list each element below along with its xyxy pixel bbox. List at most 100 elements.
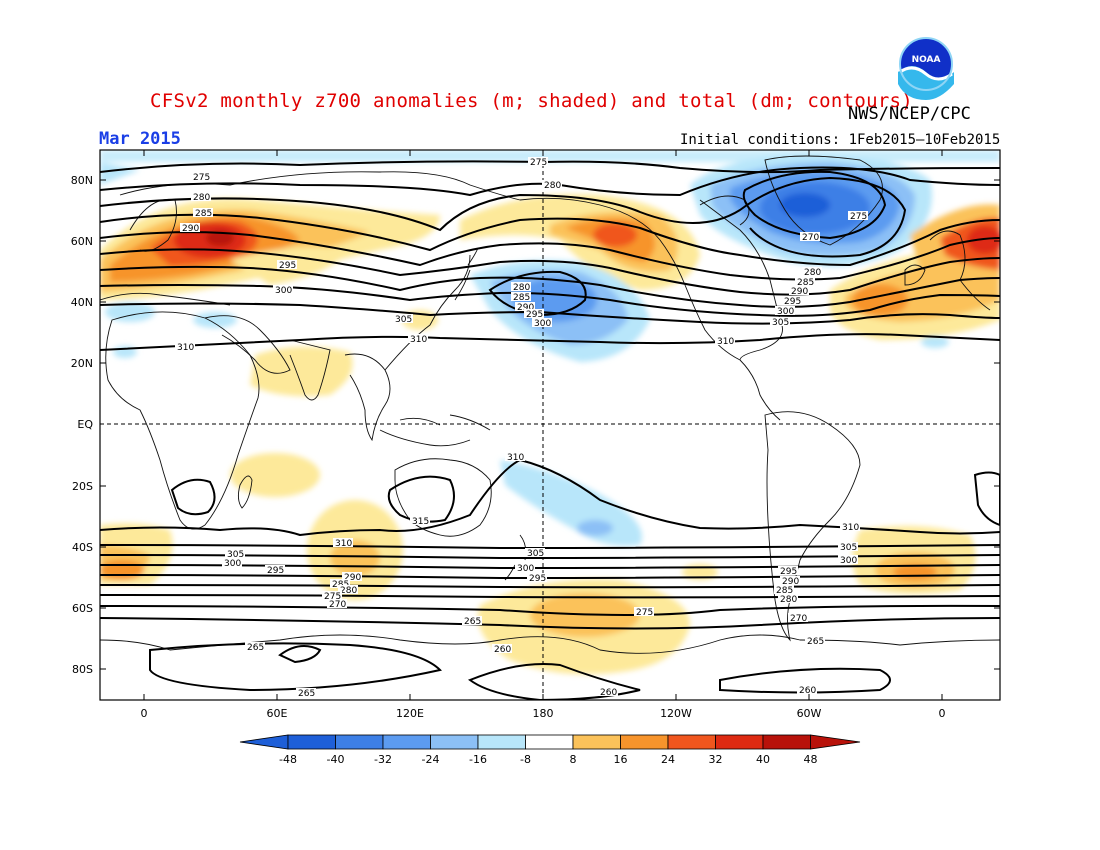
lon-label: 180: [533, 707, 554, 720]
svg-text:310: 310: [410, 335, 427, 345]
colorbar-swatch: [715, 734, 764, 750]
svg-text:280: 280: [513, 283, 530, 293]
colorbar-swatch: [525, 734, 574, 750]
lon-label: 0: [939, 707, 946, 720]
svg-text:295: 295: [267, 566, 284, 576]
svg-text:270: 270: [790, 614, 807, 624]
colorbar-label: -32: [374, 753, 392, 766]
colorbar-arrow-high: [810, 734, 861, 750]
svg-text:265: 265: [247, 643, 264, 653]
lon-label: 120W: [660, 707, 692, 720]
svg-text:305: 305: [527, 549, 544, 559]
colorbar-label: 40: [756, 753, 770, 766]
svg-text:295: 295: [784, 297, 801, 307]
lon-axis: 0 60E 120E 180 120W 60W 0: [141, 150, 946, 720]
svg-text:290: 290: [782, 577, 799, 587]
map-plot: 275 280 285 290 295 300 305 310 310 275 …: [100, 150, 1000, 700]
lat-label: 40N: [71, 296, 93, 309]
valid-month: Mar 2015: [99, 129, 181, 149]
agency-label: NWS/NCEP/CPC: [848, 104, 971, 124]
svg-text:290: 290: [517, 303, 534, 313]
colorbar-arrow-low: [239, 734, 289, 750]
colorbar-label: 32: [709, 753, 723, 766]
svg-text:300: 300: [534, 319, 551, 329]
colorbar-swatch: [477, 734, 526, 750]
map-frame: [99, 149, 1001, 701]
figure-title: CFSv2 monthly z700 anomalies (m; shaded)…: [150, 90, 914, 112]
colorbar-label: -16: [469, 753, 487, 766]
svg-text:310: 310: [717, 337, 734, 347]
svg-text:285: 285: [195, 209, 212, 219]
noaa-logo-icon: NOAA: [895, 37, 957, 100]
svg-text:260: 260: [494, 645, 511, 655]
svg-text:280: 280: [804, 268, 821, 278]
colorbar-label: 24: [661, 753, 675, 766]
svg-text:310: 310: [507, 453, 524, 463]
lat-label: 60N: [71, 235, 93, 248]
svg-text:300: 300: [275, 286, 292, 296]
svg-text:270: 270: [329, 600, 346, 610]
colorbar-label: 8: [570, 753, 577, 766]
svg-text:305: 305: [840, 543, 857, 553]
svg-text:285: 285: [776, 586, 793, 596]
svg-text:290: 290: [344, 573, 361, 583]
contour-labels: 275 280 285 290 295 300 305 310 310 275 …: [175, 157, 868, 699]
colorbar-swatch: [430, 734, 479, 750]
svg-text:295: 295: [526, 310, 543, 320]
svg-text:310: 310: [177, 343, 194, 353]
noaa-logo-text: NOAA: [912, 55, 941, 65]
svg-text:265: 265: [464, 617, 481, 627]
svg-text:310: 310: [842, 523, 859, 533]
svg-text:280: 280: [193, 193, 210, 203]
svg-text:290: 290: [791, 287, 808, 297]
svg-text:315: 315: [412, 517, 429, 527]
svg-text:305: 305: [227, 550, 244, 560]
lat-label: 80S: [72, 663, 93, 676]
lon-label: 120E: [396, 707, 424, 720]
lat-label: 60S: [72, 602, 93, 615]
colorbar-label: -48: [279, 753, 297, 766]
height-contours: [100, 160, 1000, 700]
colorbar-swatch: [667, 734, 716, 750]
lon-label: 60E: [267, 707, 288, 720]
lat-label: 40S: [72, 541, 93, 554]
svg-text:300: 300: [840, 556, 857, 566]
colorbar-label: -24: [422, 753, 440, 766]
svg-text:295: 295: [780, 567, 797, 577]
colorbar-label: 48: [804, 753, 818, 766]
lat-label: 20S: [72, 480, 93, 493]
colorbar-label: -40: [327, 753, 345, 766]
svg-text:275: 275: [193, 173, 210, 183]
svg-text:280: 280: [780, 595, 797, 605]
colorbar-label: -8: [520, 753, 531, 766]
svg-text:275: 275: [324, 592, 341, 602]
lat-axis: 80N 60N 40N 20N EQ 20S 40S 60S 80S: [71, 174, 1000, 676]
colorbar-label: 16: [614, 753, 628, 766]
lat-label: 80N: [71, 174, 93, 187]
svg-text:260: 260: [799, 686, 816, 696]
svg-text:295: 295: [529, 574, 546, 584]
colorbar: -48 -40 -32 -24 -16 -8 8 16 24 32 40 48: [239, 734, 861, 766]
svg-text:280: 280: [544, 181, 561, 191]
svg-text:280: 280: [340, 586, 357, 596]
colorbar-swatch: [287, 734, 336, 750]
svg-text:275: 275: [850, 212, 867, 222]
lat-label: EQ: [77, 418, 93, 431]
lon-label: 0: [141, 707, 148, 720]
colorbar-swatch: [762, 734, 811, 750]
svg-text:300: 300: [224, 559, 241, 569]
svg-text:300: 300: [517, 564, 534, 574]
svg-text:265: 265: [298, 689, 315, 699]
svg-text:275: 275: [636, 608, 653, 618]
lat-label: 20N: [71, 357, 93, 370]
lon-label: 60W: [797, 707, 822, 720]
svg-text:305: 305: [772, 318, 789, 328]
colorbar-swatch: [335, 734, 384, 750]
svg-text:270: 270: [802, 233, 819, 243]
colorbar-swatch: [572, 734, 621, 750]
svg-text:260: 260: [600, 688, 617, 698]
svg-text:290: 290: [182, 224, 199, 234]
colorbar-swatch: [382, 734, 431, 750]
